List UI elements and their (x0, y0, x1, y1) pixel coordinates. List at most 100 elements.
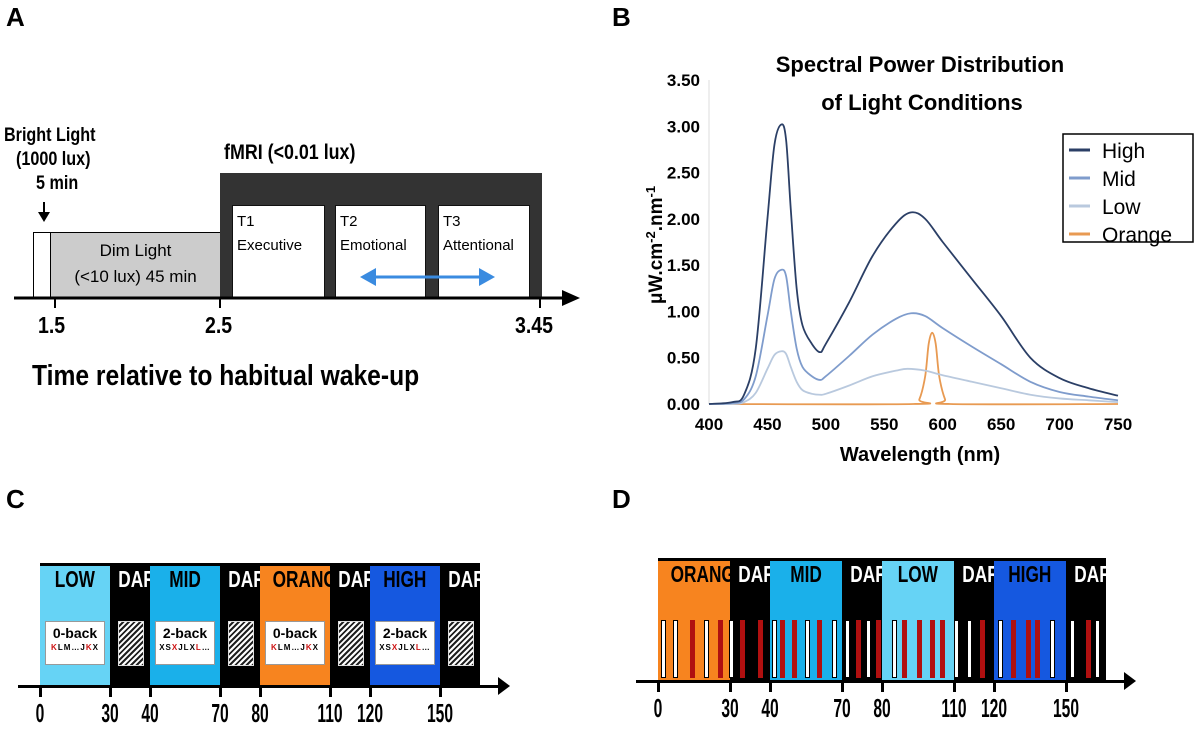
task-letters: XSXJLXL… (156, 643, 214, 652)
tick-label: 40 (141, 698, 159, 728)
stimulus-bar-white (865, 620, 871, 678)
axis-tick (1065, 680, 1068, 692)
task-name: 0-back (272, 625, 318, 641)
stimulus-bar-red (817, 620, 823, 678)
dim-light-detail: (<10 lux) 45 min (74, 267, 197, 286)
y-tick-label: 3.50 (667, 71, 700, 90)
letter: X (391, 643, 399, 652)
legend-label: Low (1102, 196, 1141, 219)
task-box: 0-back KLM…JKX (45, 621, 105, 665)
block-label: MID (169, 566, 201, 592)
stimulus-bar-red (780, 620, 786, 678)
stimulus-bar-red (1025, 620, 1031, 678)
legend-label: Mid (1102, 168, 1136, 191)
letter: L (183, 643, 190, 652)
task-name: Emotional (340, 237, 407, 254)
stimulus-bar-red (902, 620, 908, 678)
axis-tick (729, 680, 732, 692)
stimulus-bar-red (1085, 620, 1091, 678)
tick-label: 110 (317, 698, 343, 728)
stimulus-bar-red (979, 620, 985, 678)
y-tick-label: 3.00 (667, 117, 700, 136)
x-tick-label: 750 (1104, 415, 1132, 434)
letter: S (165, 643, 172, 652)
chart-title-line2: of Light Conditions (821, 90, 1023, 115)
y-tick-label: 2.50 (667, 164, 700, 183)
letter: L (195, 643, 202, 652)
letter: X (379, 643, 386, 652)
y-tick-label: 0.00 (667, 395, 700, 414)
stimulus-bar-white (1069, 620, 1075, 678)
task-box: 0-back KLM…JKX (265, 621, 325, 665)
panel-label-b: B (612, 2, 631, 32)
time-axis (14, 290, 580, 308)
time-axis (636, 680, 1124, 683)
letter: L (415, 643, 422, 652)
panel-label-d: D (612, 484, 631, 514)
tick-label: 0 (35, 698, 45, 728)
y-tick-label: 1.50 (667, 256, 700, 275)
block-label: DARK (1074, 561, 1106, 587)
letter: … (71, 643, 81, 652)
axis-arrow-icon (498, 677, 510, 695)
stimulus-bar-red (940, 620, 946, 678)
tick-label: 150 (426, 698, 454, 728)
block-label: DARK (850, 561, 882, 587)
tick-label: 40 (761, 693, 779, 723)
letter: L (277, 643, 284, 652)
stimulus-bar-white (729, 620, 735, 678)
letter: X (312, 643, 319, 652)
series-line-high (708, 123, 1119, 405)
letter: X (189, 643, 196, 652)
letter: … (291, 643, 301, 652)
dim-light-block: Dim Light (<10 lux) 45 min (50, 232, 221, 298)
legend-box (1062, 133, 1194, 243)
tick-label: 80 (251, 698, 269, 728)
stimulus-bar-red (930, 620, 936, 678)
task-name: Attentional (443, 237, 514, 254)
axis-tick (369, 685, 372, 697)
stimulus-bar-red (740, 620, 745, 678)
letter: M (63, 643, 72, 652)
rest-hatch (338, 621, 364, 666)
axis-tick (109, 685, 112, 697)
stimulus-bar-red (758, 620, 763, 678)
time-axis-title: Time relative to habitual wake-up (32, 360, 420, 392)
stimulus-bar-white (672, 620, 678, 678)
rest-hatch (448, 621, 474, 666)
x-tick-label: 400 (695, 415, 723, 434)
letter: X (92, 643, 99, 652)
letter: M (283, 643, 292, 652)
stimulus-bar-white (805, 620, 811, 678)
panel-label-c: C (6, 484, 25, 514)
legend-label: Orange (1102, 224, 1172, 247)
block-label: DARK (962, 561, 994, 587)
axis-tick (39, 685, 42, 697)
fmri-label: fMRI (<0.01 lux) (224, 141, 356, 164)
task-letters: KLM…JKX (266, 643, 324, 652)
x-tick-label: 650 (987, 415, 1015, 434)
stimulus-bar-red (718, 620, 724, 678)
block-label: DARK (338, 566, 370, 592)
axis-tick (953, 680, 956, 692)
axis-tick (657, 680, 660, 692)
series-line-mid (708, 268, 1119, 405)
block-dark: DARK (730, 561, 770, 680)
block-label: LOW (54, 566, 96, 592)
block-label: LOW (897, 561, 939, 587)
axis-tick (219, 685, 222, 697)
task-box: 2-back XSXJLXL… (375, 621, 435, 665)
time-axis (18, 685, 498, 688)
block-label: HIGH (383, 566, 427, 592)
task-letters: XSXJLXL… (376, 643, 434, 652)
stimulus-bar-white (1049, 620, 1055, 678)
tick-label: 110 (941, 693, 967, 723)
task-t1: T1 Executive (232, 205, 325, 299)
axis-tick (259, 685, 262, 697)
bright-light-duration: 5 min (36, 173, 79, 194)
x-tick-label: 600 (929, 415, 957, 434)
stimulus-bar-red (689, 620, 695, 678)
stimulus-bar-white (772, 620, 778, 678)
block-label: DARK (738, 561, 770, 587)
task-id: T3 (443, 213, 461, 230)
